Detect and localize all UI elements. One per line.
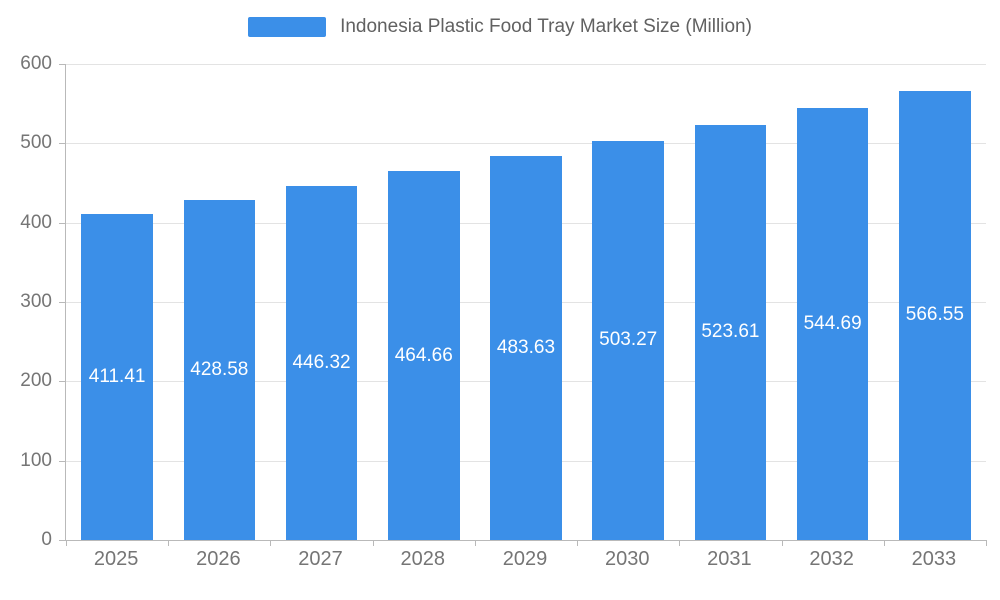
x-axis-label: 2030 xyxy=(604,548,650,570)
bar-value-label: 446.32 xyxy=(292,351,351,373)
bar-2025: 411.41 xyxy=(81,213,153,540)
bar-value-label: 544.69 xyxy=(803,312,862,334)
x-axis-label: 2025 xyxy=(93,548,139,570)
bar-value-label: 566.55 xyxy=(905,304,964,326)
bar-value-label: 523.61 xyxy=(701,321,760,343)
bar-slot: 411.41 xyxy=(66,64,168,540)
gridline xyxy=(66,143,986,145)
bar-slot: 566.55 xyxy=(884,64,986,540)
y-axis-label: 500 xyxy=(20,132,52,154)
bar-value-label: 411.41 xyxy=(88,365,146,387)
legend: Indonesia Plastic Food Tray Market Size … xyxy=(0,16,1000,38)
y-axis-label: 200 xyxy=(20,370,52,392)
y-axis-label: 0 xyxy=(41,529,52,550)
y-axis-tick xyxy=(59,64,65,65)
y-axis-tick xyxy=(59,143,65,145)
y-axis-label: 600 xyxy=(20,53,52,74)
x-axis-tick xyxy=(883,540,885,546)
x-axis-tick xyxy=(577,540,579,546)
x-axis-label: 2032 xyxy=(809,548,854,570)
x-axis-tick xyxy=(66,540,67,546)
x-axis-tick xyxy=(168,540,170,546)
bar-slot: 464.66 xyxy=(373,64,475,540)
bar-slot: 446.32 xyxy=(270,64,372,540)
bar-value-label: 483.63 xyxy=(496,337,556,359)
x-axis-label: 2027 xyxy=(298,548,343,570)
bar-2030: 503.27 xyxy=(592,140,664,540)
legend-swatch xyxy=(248,17,327,37)
y-axis-label: 100 xyxy=(20,449,52,471)
y-axis-tick xyxy=(59,302,65,303)
y-axis-tick xyxy=(59,222,65,224)
x-axis-tick xyxy=(986,540,987,546)
bar-slot: 523.61 xyxy=(679,64,781,540)
bar-slot: 503.27 xyxy=(577,64,679,540)
x-axis-labels: 2025 2026 2027 2028 2029 2030 2031 2032 2033 xyxy=(65,548,985,571)
x-axis-tick xyxy=(679,540,681,546)
x-axis-tick xyxy=(270,540,272,546)
bar-value-label: 464.66 xyxy=(394,344,453,366)
y-axis-tick xyxy=(59,540,65,541)
plot-area: 0 100 200 300 400 500 600 411.41 428.58 446.32 46… xyxy=(20,53,987,550)
bar-2026: 428.58 xyxy=(183,200,256,540)
x-axis-label: 2028 xyxy=(400,548,446,570)
bar-2031: 523.61 xyxy=(694,124,767,540)
x-axis-tick xyxy=(474,540,476,546)
bar-2029: 483.63 xyxy=(490,156,562,540)
gridline xyxy=(66,64,986,65)
y-axis-tick xyxy=(59,460,65,462)
x-axis-tick xyxy=(781,540,783,546)
bar-series: 411.41 428.58 446.32 464.66 483.63 503.27 523.… xyxy=(66,64,986,540)
x-axis-label: 2029 xyxy=(502,548,548,570)
chart-title: Indonesia Plastic Food Tray Market Size … xyxy=(340,16,752,37)
y-axis-label: 400 xyxy=(20,211,52,233)
bar-2027: 446.32 xyxy=(285,185,358,540)
bar-2033: 566.55 xyxy=(899,90,971,540)
x-axis-tick xyxy=(372,540,374,546)
y-axis-label: 300 xyxy=(20,291,52,312)
bar-value-label: 428.58 xyxy=(190,359,249,380)
bar-value-label: 503.27 xyxy=(599,329,658,351)
y-axis-tick xyxy=(59,381,65,383)
x-axis-label: 2031 xyxy=(707,548,752,570)
bar-2028: 464.66 xyxy=(387,171,460,540)
x-axis-label: 2026 xyxy=(196,548,241,570)
x-axis-label: 2033 xyxy=(911,548,957,570)
bar-slot: 544.69 xyxy=(782,64,884,540)
bar-2032: 544.69 xyxy=(796,107,869,540)
bar-slot: 428.58 xyxy=(168,64,270,540)
bar-slot: 483.63 xyxy=(475,64,577,540)
